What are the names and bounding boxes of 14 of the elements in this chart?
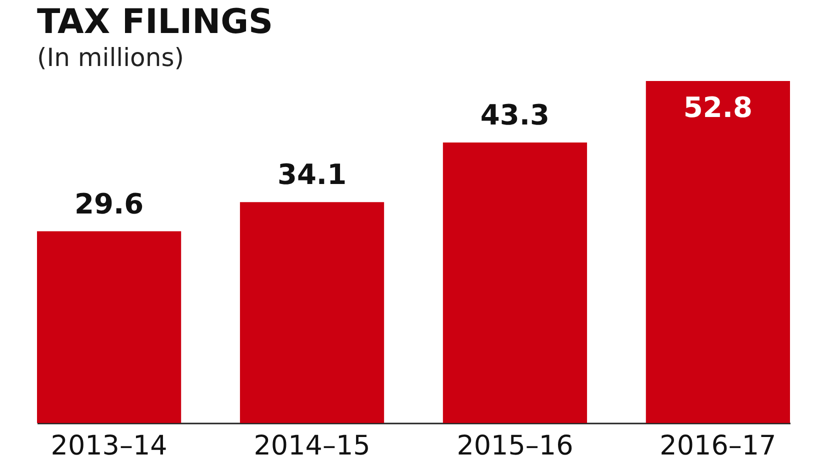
bar (646, 81, 790, 423)
chart-subtitle: (In millions) (37, 43, 184, 72)
x-tick-label: 2016–17 (660, 430, 776, 462)
x-tick-label: 2015–16 (456, 430, 574, 462)
bar (442, 142, 588, 423)
bar (37, 231, 182, 423)
x-tick-label: 2013–14 (50, 430, 168, 462)
data-label: 43.3 (480, 98, 550, 132)
data-label: 29.6 (74, 187, 144, 220)
chart-title: TAX FILINGS (37, 2, 273, 42)
x-tick-label: 2014–15 (254, 430, 370, 462)
data-label: 34.1 (277, 158, 347, 192)
bar (240, 202, 384, 423)
data-label: 52.8 (683, 91, 752, 124)
